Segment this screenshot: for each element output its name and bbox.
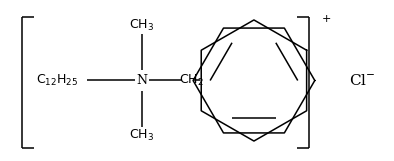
Text: $\mathsf{C_{12}H_{25}}$: $\mathsf{C_{12}H_{25}}$	[37, 73, 79, 88]
Text: N: N	[137, 74, 147, 87]
Text: $\mathsf{CH_2}$: $\mathsf{CH_2}$	[179, 73, 204, 88]
Text: $\mathsf{CH_3}$: $\mathsf{CH_3}$	[130, 128, 154, 143]
Text: $\mathsf{CH_3}$: $\mathsf{CH_3}$	[130, 18, 154, 33]
Text: +: +	[322, 14, 331, 24]
Text: Cl$^{-}$: Cl$^{-}$	[349, 73, 375, 88]
